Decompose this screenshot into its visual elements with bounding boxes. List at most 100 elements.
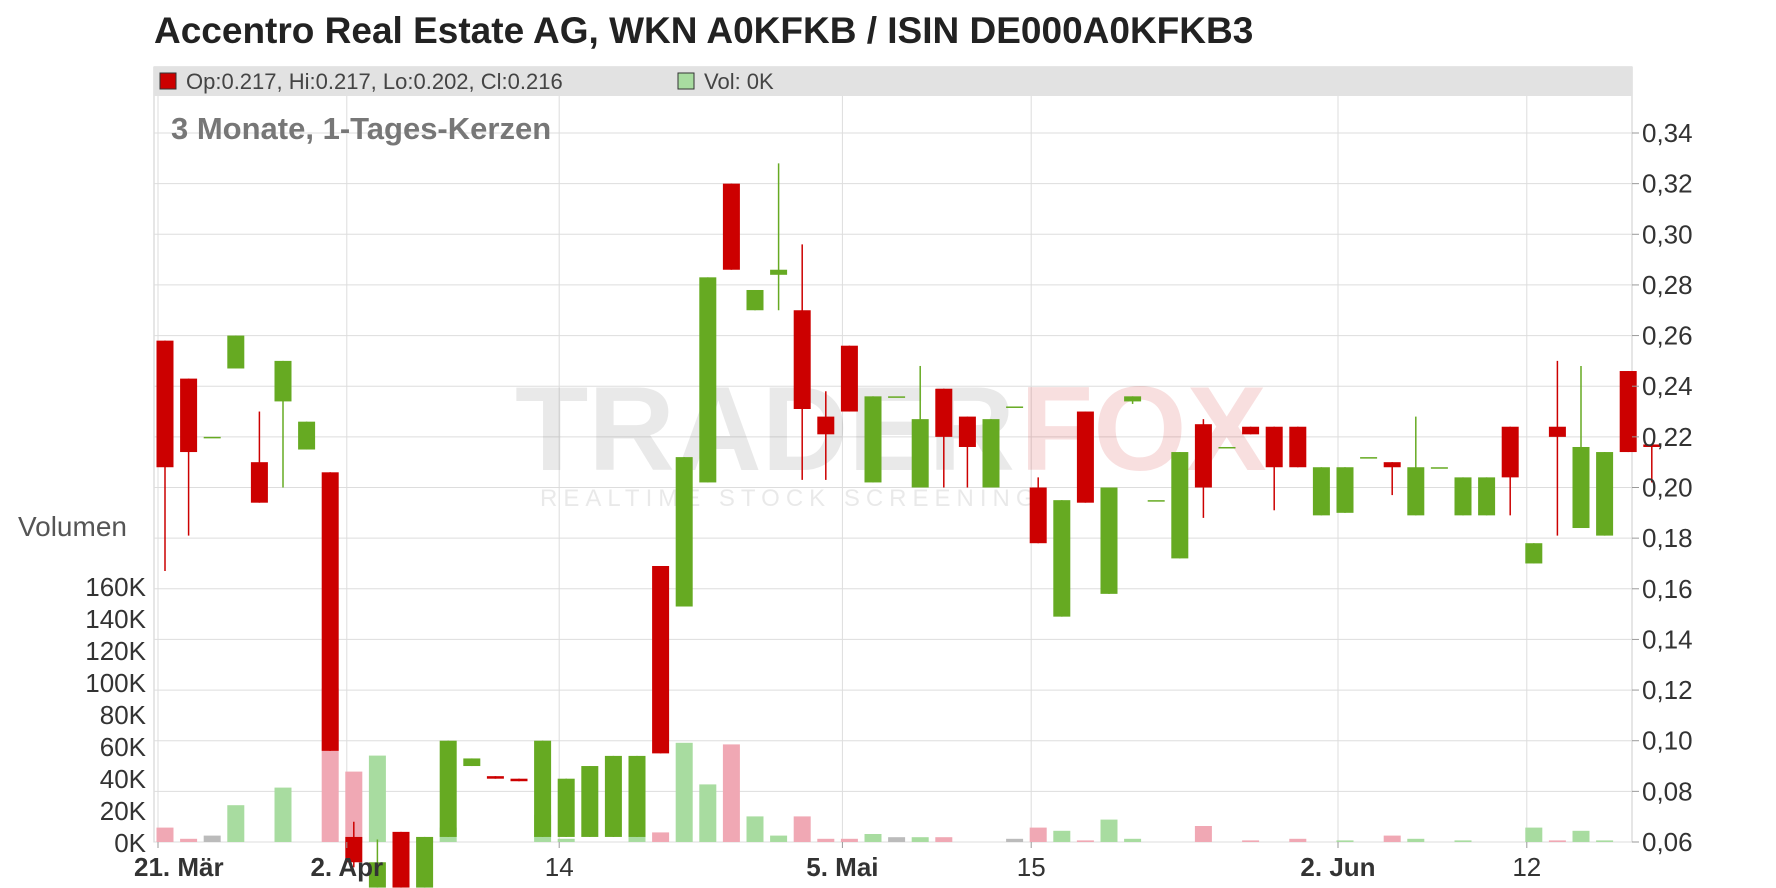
candle-body bbox=[935, 388, 953, 437]
watermark-brand-right: FOX bbox=[1020, 362, 1267, 496]
volume-tick-label: 20K bbox=[100, 796, 147, 826]
candle-body bbox=[1596, 452, 1614, 536]
price-tick-label: 0,20 bbox=[1642, 473, 1693, 503]
volume-bar bbox=[1100, 819, 1118, 842]
candle-body bbox=[581, 766, 599, 837]
candle-body bbox=[770, 269, 788, 275]
price-tick-label: 0,28 bbox=[1642, 270, 1693, 300]
candle-body bbox=[1029, 487, 1047, 544]
price-tick-label: 0,14 bbox=[1642, 624, 1693, 654]
volume-bar bbox=[368, 755, 386, 842]
price-tick-label: 0,26 bbox=[1642, 321, 1693, 351]
volume-bar bbox=[274, 787, 292, 842]
volume-tick-label: 60K bbox=[100, 732, 147, 762]
candle-body bbox=[628, 755, 646, 837]
volume-bar bbox=[156, 827, 174, 842]
volume-bar bbox=[1525, 827, 1543, 842]
plot-area bbox=[153, 66, 1633, 843]
volume-tick-label: 140K bbox=[85, 604, 146, 634]
candle-body bbox=[463, 758, 481, 767]
candle-body bbox=[534, 740, 552, 837]
volume-bar bbox=[888, 837, 906, 842]
candle-body bbox=[793, 310, 811, 410]
candle-body bbox=[1289, 426, 1307, 468]
price-tick-label: 0,30 bbox=[1642, 219, 1693, 249]
candle-body bbox=[1171, 452, 1189, 559]
volume-bar bbox=[722, 744, 740, 842]
candle-body bbox=[227, 335, 245, 369]
date-tick-label: 14 bbox=[545, 852, 574, 882]
candle-body bbox=[392, 831, 410, 888]
candle-body bbox=[1501, 426, 1519, 478]
volume-bar bbox=[1053, 830, 1071, 842]
volume-bar bbox=[1289, 838, 1307, 842]
candle-body bbox=[274, 360, 292, 402]
candle-body bbox=[1383, 462, 1401, 468]
candle-body bbox=[298, 421, 316, 450]
candle-body bbox=[1312, 467, 1330, 516]
volume-bar bbox=[911, 837, 929, 842]
watermark: TRADER FOX REALTIME STOCK SCREENING bbox=[515, 362, 1267, 512]
candle-body bbox=[722, 183, 740, 270]
volume-legend-swatch bbox=[677, 72, 695, 90]
candle-body bbox=[911, 419, 929, 488]
chart-title: Accentro Real Estate AG, WKN A0KFKB / IS… bbox=[154, 10, 1254, 51]
candle-body bbox=[1053, 500, 1071, 617]
volume-bar bbox=[1572, 830, 1590, 842]
candle-body bbox=[1619, 371, 1637, 453]
volume-tick-label: 160K bbox=[85, 572, 146, 602]
volume-bar bbox=[1242, 840, 1260, 842]
candle-body bbox=[321, 472, 339, 751]
volume-bar bbox=[793, 816, 811, 842]
candle-body bbox=[1265, 426, 1283, 468]
date-tick-label: 5. Mai bbox=[806, 852, 878, 882]
watermark-brand-left: TRADER bbox=[515, 362, 1015, 496]
candle-body bbox=[864, 396, 882, 483]
candle-body bbox=[840, 345, 858, 412]
candle-body bbox=[1100, 487, 1118, 594]
candle-body bbox=[699, 277, 717, 483]
price-tick-label: 0,08 bbox=[1642, 776, 1693, 806]
ohlc-legend-swatch bbox=[159, 72, 177, 90]
candle-body bbox=[416, 836, 434, 888]
volume-bar bbox=[1596, 840, 1614, 842]
candle-body bbox=[746, 289, 764, 311]
date-tick-label: 21. Mär bbox=[134, 852, 224, 882]
candle-body bbox=[675, 457, 693, 607]
candle-body bbox=[180, 378, 198, 453]
candle-body bbox=[1218, 446, 1236, 449]
candle-body bbox=[1360, 457, 1378, 459]
price-tick-label: 0,18 bbox=[1642, 523, 1693, 553]
price-tick-label: 0,32 bbox=[1642, 169, 1693, 199]
candle-body bbox=[203, 436, 221, 439]
candle-body bbox=[1430, 467, 1448, 469]
watermark-tagline: REALTIME STOCK SCREENING bbox=[540, 485, 1041, 512]
price-tick-label: 0,22 bbox=[1642, 422, 1693, 452]
candle-body bbox=[1076, 411, 1094, 503]
candle-body bbox=[1336, 467, 1354, 513]
volume-bar bbox=[557, 838, 575, 842]
candle-body bbox=[368, 862, 386, 888]
volume-bar bbox=[628, 834, 646, 842]
candle-body bbox=[1454, 477, 1472, 516]
candle-body bbox=[1124, 396, 1142, 402]
price-tick-label: 0,12 bbox=[1642, 675, 1693, 705]
price-tick-label: 0,34 bbox=[1642, 118, 1693, 148]
candle-body bbox=[1194, 424, 1212, 488]
volume-bar bbox=[227, 805, 245, 842]
candle-body bbox=[1643, 444, 1661, 447]
candle-body bbox=[510, 778, 528, 782]
candle-body bbox=[345, 836, 363, 863]
candle-body bbox=[1242, 426, 1260, 435]
volume-bar bbox=[180, 838, 198, 842]
candle-body bbox=[982, 419, 1000, 488]
volume-tick-label: 100K bbox=[85, 668, 146, 698]
candle-body bbox=[1572, 446, 1590, 529]
candle-body bbox=[652, 565, 670, 754]
volume-tick-label: 0K bbox=[114, 828, 146, 858]
volume-bar bbox=[770, 835, 788, 842]
volume-bar bbox=[1006, 838, 1024, 842]
volume-bar bbox=[1407, 838, 1425, 842]
date-tick-label: 15 bbox=[1017, 852, 1046, 882]
